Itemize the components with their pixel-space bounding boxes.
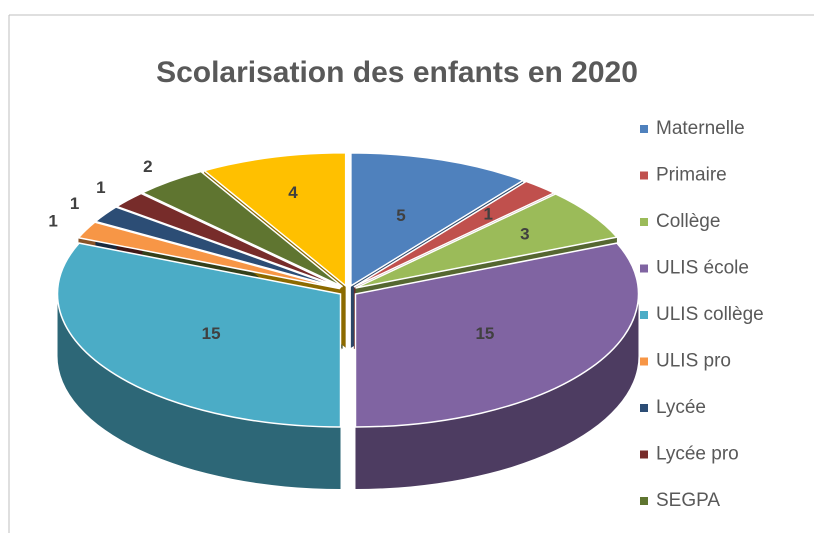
data-label: 1: [70, 194, 79, 213]
data-label: 15: [202, 324, 221, 343]
legend-label: Lycée: [656, 397, 706, 418]
slice: [350, 152, 525, 288]
legend-swatch: [640, 171, 648, 180]
legend-swatch: [640, 264, 648, 273]
slice-wall: [355, 294, 639, 489]
data-label: 1: [484, 204, 493, 223]
slice: [353, 180, 556, 288]
legend-label: SEGPA: [656, 490, 720, 511]
slice: [140, 170, 343, 288]
data-label: 1: [48, 212, 57, 231]
legend-swatch: [640, 497, 648, 505]
legend-label: ULIS pro: [656, 351, 731, 372]
slice-wall: [57, 294, 341, 489]
data-label: 15: [475, 324, 494, 343]
slice: [354, 242, 640, 428]
data-label: 2: [143, 157, 152, 176]
chart-title: Scolarisation des enfants en 2020: [156, 56, 638, 89]
legend-label: Collège: [656, 211, 720, 232]
legend-label: ULIS école: [656, 258, 749, 279]
data-label: 1: [96, 178, 105, 197]
slice: [355, 193, 619, 289]
legend-swatch: [640, 311, 648, 319]
data-label: 4: [288, 183, 298, 202]
legend-swatch: [640, 218, 648, 226]
legend-swatch: [640, 450, 648, 459]
legend-swatch: [640, 125, 648, 133]
data-label: 3: [520, 224, 529, 243]
slice: [202, 152, 347, 288]
slice: [56, 242, 342, 428]
legend-label: Maternelle: [656, 118, 745, 139]
legend-swatch: [640, 357, 648, 366]
legend-swatch: [640, 404, 648, 412]
legend-label: ULIS collège: [656, 304, 764, 325]
legend-label: Primaire: [656, 165, 727, 186]
data-label: 5: [396, 206, 405, 225]
slice: [114, 192, 342, 289]
legend-label: Lycée pro: [656, 444, 739, 465]
slice: [93, 206, 341, 289]
